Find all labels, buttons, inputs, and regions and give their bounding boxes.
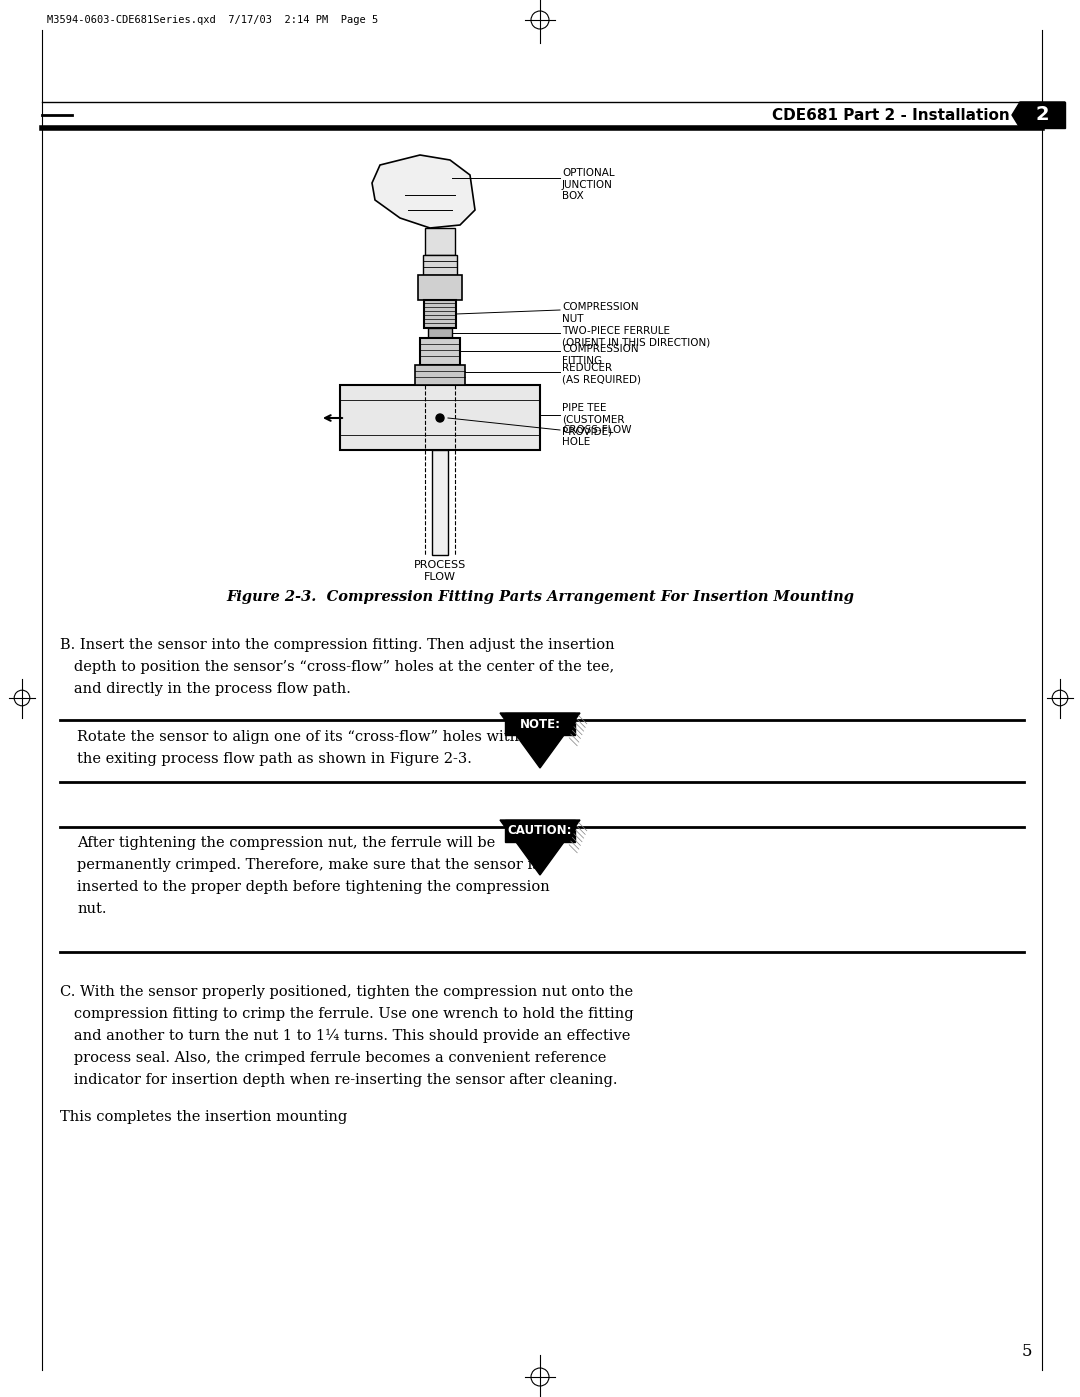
Polygon shape	[1012, 102, 1065, 129]
Text: C. With the sensor properly positioned, tighten the compression nut onto the: C. With the sensor properly positioned, …	[60, 985, 633, 999]
Text: This completes the insertion mounting: This completes the insertion mounting	[60, 1111, 348, 1125]
Text: PROCESS
FLOW: PROCESS FLOW	[414, 560, 467, 583]
Polygon shape	[500, 712, 580, 768]
Text: 5: 5	[1022, 1343, 1032, 1361]
Text: REDUCER
(AS REQUIRED): REDUCER (AS REQUIRED)	[562, 363, 642, 384]
Text: and another to turn the nut 1 to 1¼ turns. This should provide an effective: and another to turn the nut 1 to 1¼ turn…	[60, 1030, 631, 1044]
Text: and directly in the process flow path.: and directly in the process flow path.	[60, 682, 351, 696]
Text: CDE681 Part 2 - Installation: CDE681 Part 2 - Installation	[772, 108, 1010, 123]
Bar	[428, 328, 453, 338]
Bar	[1020, 102, 1065, 129]
Text: NOTE:: NOTE:	[519, 718, 561, 731]
Text: nut.: nut.	[77, 902, 107, 916]
Text: TWO-PIECE FERRULE
(ORIENT IN THIS DIRECTION): TWO-PIECE FERRULE (ORIENT IN THIS DIRECT…	[562, 326, 711, 348]
Text: CROSS-FLOW
HOLE: CROSS-FLOW HOLE	[562, 425, 632, 447]
Text: 2: 2	[1036, 106, 1050, 124]
Polygon shape	[500, 820, 580, 875]
Bar	[340, 386, 540, 450]
Bar	[418, 275, 462, 300]
Bar	[420, 338, 460, 365]
Bar	[432, 450, 448, 555]
Text: indicator for insertion depth when re-inserting the sensor after cleaning.: indicator for insertion depth when re-in…	[60, 1073, 618, 1087]
Text: After tightening the compression nut, the ferrule will be: After tightening the compression nut, th…	[77, 835, 496, 849]
Text: inserted to the proper depth before tightening the compression: inserted to the proper depth before tigh…	[77, 880, 550, 894]
Bar	[415, 365, 465, 386]
Text: depth to position the sensor’s “cross-flow” holes at the center of the tee,: depth to position the sensor’s “cross-fl…	[60, 659, 615, 673]
Text: Rotate the sensor to align one of its “cross-flow” holes with: Rotate the sensor to align one of its “c…	[77, 731, 519, 745]
Bar	[505, 820, 575, 842]
Bar	[424, 300, 456, 328]
Text: COMPRESSION
NUT: COMPRESSION NUT	[562, 302, 638, 324]
Bar	[423, 256, 457, 275]
Text: Figure 2-3.  Compression Fitting Parts Arrangement For Insertion Mounting: Figure 2-3. Compression Fitting Parts Ar…	[226, 590, 854, 604]
Text: process seal. Also, the crimped ferrule becomes a convenient reference: process seal. Also, the crimped ferrule …	[60, 1051, 606, 1065]
Text: COMPRESSION
FITTING: COMPRESSION FITTING	[562, 344, 638, 366]
Text: B. Insert the sensor into the compression fitting. Then adjust the insertion: B. Insert the sensor into the compressio…	[60, 638, 615, 652]
Text: compression fitting to crimp the ferrule. Use one wrench to hold the fitting: compression fitting to crimp the ferrule…	[60, 1007, 634, 1021]
Text: M3594-0603-CDE681Series.qxd  7/17/03  2:14 PM  Page 5: M3594-0603-CDE681Series.qxd 7/17/03 2:14…	[48, 15, 378, 25]
Bar	[426, 228, 455, 256]
Text: CAUTION:: CAUTION:	[508, 824, 572, 837]
Text: permanently crimped. Therefore, make sure that the sensor is: permanently crimped. Therefore, make sur…	[77, 858, 540, 872]
Text: the exiting process flow path as shown in Figure 2-3.: the exiting process flow path as shown i…	[77, 752, 472, 766]
Text: PIPE TEE
(CUSTOMER
PROVIDE): PIPE TEE (CUSTOMER PROVIDE)	[562, 402, 624, 436]
Polygon shape	[372, 155, 475, 228]
Bar	[505, 712, 575, 735]
Circle shape	[436, 414, 444, 422]
Text: OPTIONAL
JUNCTION
BOX: OPTIONAL JUNCTION BOX	[562, 168, 615, 201]
